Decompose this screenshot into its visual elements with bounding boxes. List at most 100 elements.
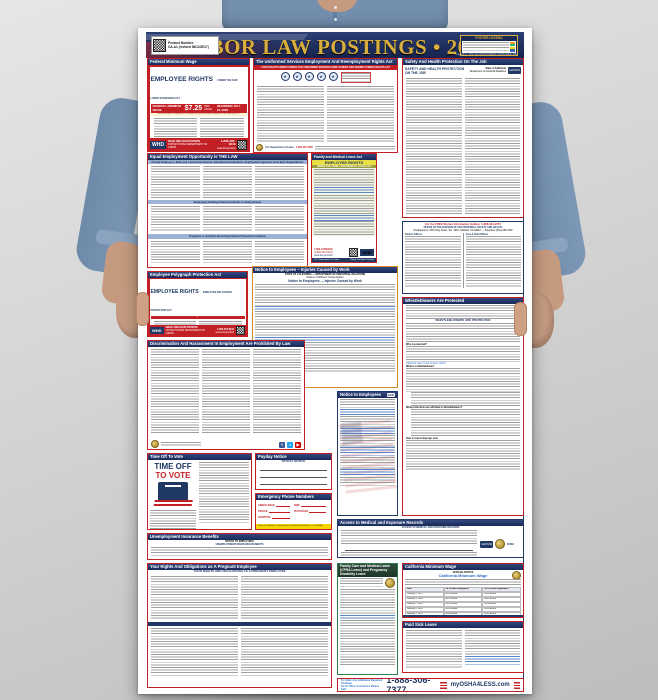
fine-print: [340, 457, 395, 469]
section-pregnant-employee: Your Rights And Obligations as A Pregnan…: [147, 563, 332, 688]
section-ca-minimum-wage: California Minimum Wage OFFICIAL NOTICE …: [402, 563, 524, 618]
youtube-icon: ▶: [295, 442, 301, 448]
fine-print: [253, 349, 301, 433]
section-whistleblowers: Whistleblowers Are Protected WHISTLEBLOW…: [402, 297, 524, 516]
legend-color-chip: [510, 44, 515, 47]
fmla-web: www.dol.gov/whd: [314, 254, 333, 257]
offices-col-header: Area & Field Offices: [465, 233, 489, 236]
fine-print: [241, 575, 328, 620]
note-box: [340, 71, 371, 83]
dosh-hq-line: Headquarters: 1515 Clay Street, Ste. 190…: [413, 229, 513, 232]
wage-label: FEDERAL MINIMUM WAGE: [152, 104, 181, 112]
shirt-button: [334, 18, 337, 21]
labor-law-poster: LABOR LAW POSTINGS • 2018 Product Number…: [138, 28, 532, 694]
section-payday-notice: Payday Notice PAYDAY NOTICE: [255, 453, 332, 490]
fine-print: [406, 367, 520, 392]
fine-print: [314, 195, 374, 216]
fine-print: [257, 86, 324, 142]
legend-color-chip: [510, 49, 515, 52]
fmla-subtitle: UNDER THE FAMILY AND MEDICAL LEAVE ACT: [312, 165, 376, 169]
fine-print: [405, 578, 521, 587]
section-polygraph: Employee Polygraph Protection Act EMPLOY…: [147, 271, 248, 337]
product-label: Product Number:: [168, 40, 195, 45]
fine-print: [340, 646, 395, 667]
fine-print: [340, 589, 395, 616]
section-emergency-numbers: Emergency Phone Numbers AMBULANCE FIRE POL…: [255, 493, 332, 530]
emergency-footer-band: State of California • Department of Indu…: [256, 524, 331, 529]
fine-print: [255, 206, 304, 233]
fine-print: [341, 552, 477, 557]
fine-print: [406, 439, 520, 470]
emergency-item: POLICE: [258, 507, 290, 513]
fine-print: [340, 477, 395, 487]
polygraph-notice: ►: [196, 316, 199, 318]
order-footer-bar: To Order any Additional Required Posting…: [337, 678, 524, 692]
product-number: CA-A1 (revised 06/12/2017): [168, 44, 209, 49]
section-header-bar: Access to Medical and Exposure Records: [338, 520, 523, 526]
legend-color-chip: [510, 41, 515, 44]
fine-print: [255, 240, 304, 263]
star-icon: ★: [328, 71, 338, 81]
fine-print: [340, 399, 395, 409]
fine-print: [406, 630, 462, 668]
userra-star-icons: ★ ★ ★ ★ ★: [254, 70, 397, 84]
fine-print: [255, 166, 304, 199]
section-safety-health: Safety And Health Protection On The Job …: [402, 58, 524, 218]
qr-code-icon: [153, 39, 166, 52]
fine-print: [151, 349, 199, 433]
agency-phone: 1-866-487-9243: [217, 327, 235, 331]
section-header-bar: Whistleblowers Are Protected: [403, 298, 523, 304]
fine-print: [151, 627, 238, 676]
minwage-title: California Minimum Wage: [438, 573, 488, 578]
wage-beginning: BEGINNING JULY 24, 2009: [216, 104, 241, 112]
dfeh-seal-icon: [151, 440, 159, 448]
section-header-bar: Notice to Employees – Injuries Caused by…: [253, 267, 397, 273]
fine-print: [151, 206, 200, 233]
twitter-icon: t: [287, 442, 293, 448]
agency-web: www.dol.gov/whd: [216, 147, 236, 150]
ui-title-2: UNEMPLOYMENT INSURANCE BENEFITS: [215, 543, 264, 546]
userra-banner: YOUR RIGHTS UNDER USERRA THE UNIFORMED S…: [260, 66, 391, 69]
state-line: State of California: [485, 66, 506, 70]
fine-print: [151, 240, 200, 263]
poster-legend-title: POSTER LEGEND: [475, 36, 503, 40]
injuries-title: Notice to Employees — Injuries Caused by…: [288, 279, 362, 283]
agency-phone: 1-866-487-9243: [220, 138, 236, 147]
minwage-schedule-table: Date 26 or More Employees 25 or Fewer Em…: [405, 586, 522, 617]
schedule-row: January 1, 2017 $10.50/hour $10.00/hour: [405, 591, 522, 597]
numbered-list: [411, 391, 520, 406]
whd-footer: WHD WAGE AND HOUR DIVISION UNITED STATES…: [148, 138, 249, 151]
order-line-1: To Order any Additional Required Posting…: [341, 678, 383, 685]
section-federal-minimum-wage: Federal Minimum Wage EMPLOYEE RIGHTS UND…: [147, 58, 250, 152]
section-header-bar: Your Rights And Obligations as A Pregnan…: [148, 564, 331, 570]
emergency-item: PHYSICIAN: [294, 507, 326, 513]
poster-body: Federal Minimum Wage EMPLOYEE RIGHTS UND…: [146, 58, 524, 692]
wage-per-hour: PER HOUR: [204, 105, 212, 111]
fine-print: [203, 166, 252, 199]
fine-print: [314, 145, 395, 150]
person-neck: [316, 0, 358, 12]
fine-print-links: [340, 428, 395, 435]
fine-print: [151, 166, 200, 199]
section-dosh-offices: For the FREE Worker Information Hotline:…: [402, 221, 524, 294]
whd-logo: WHD: [150, 140, 166, 149]
fine-print: [406, 78, 462, 216]
polygraph-subtitle: EMPLOYEE POLYGRAPH PROTECTION ACT: [150, 291, 232, 312]
fine-print: [255, 284, 395, 306]
wage-amount: $7.25: [184, 104, 203, 112]
fine-print: [464, 78, 520, 216]
section-cfra-pdl: Family Care and Medical Leave (CFRA Leav…: [337, 563, 398, 675]
schedule-header-row: Date 26 or More Employees 25 or Fewer Em…: [405, 586, 522, 592]
flag-stripes-icon: [440, 681, 447, 689]
edd-bar-label: Notice to Employees: [340, 392, 382, 397]
qr-code-icon: [349, 248, 359, 257]
shirt-placket: [333, 0, 337, 32]
form-line: [260, 472, 327, 478]
emergency-item: FIRE: [294, 501, 326, 507]
dosh-seal-icon: [495, 539, 506, 549]
ballot-box-graphic: [153, 482, 193, 508]
whd-logo: WHD: [360, 249, 374, 256]
fine-print-links: [340, 447, 395, 457]
payday-title: PAYDAY NOTICE: [281, 459, 306, 463]
